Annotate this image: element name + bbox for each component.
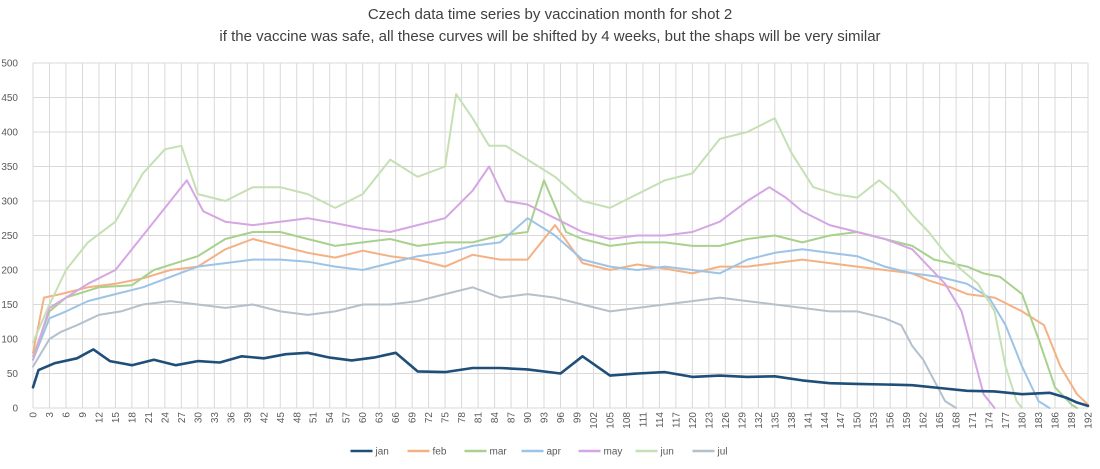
y-tick-label: 300 <box>1 197 18 208</box>
x-tick-label: 147 <box>836 412 847 429</box>
chart-title: Czech data time series by vaccination mo… <box>367 6 733 23</box>
chart-subtitle: if the vaccine was safe, all these curve… <box>219 28 881 45</box>
x-tick-label: 129 <box>737 412 748 429</box>
x-tick-label: 30 <box>193 412 204 424</box>
x-tick-label: 99 <box>572 412 583 424</box>
x-tick-label: 6 <box>61 412 72 418</box>
x-tick-label: 78 <box>457 412 468 424</box>
x-tick-label: 51 <box>309 412 320 424</box>
series-line-jun <box>32 93 1024 409</box>
legend-label-mar: mar <box>490 447 508 458</box>
y-tick-label: 0 <box>12 404 18 415</box>
y-tick-label: 500 <box>1 59 18 70</box>
grid <box>32 62 1089 409</box>
series-line-apr <box>32 217 1051 409</box>
x-tick-label: 57 <box>342 412 353 424</box>
x-tick-label: 123 <box>704 412 715 429</box>
x-tick-label: 63 <box>375 412 386 424</box>
x-tick-label: 135 <box>770 412 781 429</box>
series-line-jul <box>32 286 958 409</box>
x-tick-label: 90 <box>523 412 534 424</box>
y-tick-label: 100 <box>1 335 18 346</box>
x-tick-label: 138 <box>787 412 798 429</box>
x-tick-label: 15 <box>111 412 122 424</box>
x-tick-label: 114 <box>655 412 666 428</box>
x-tick-label: 27 <box>177 412 188 424</box>
x-tick-label: 141 <box>803 412 814 429</box>
x-tick-label: 93 <box>540 412 551 424</box>
y-tick-label: 200 <box>1 266 18 277</box>
x-tick-label: 144 <box>820 412 831 429</box>
x-tick-label: 18 <box>127 412 138 424</box>
x-tick-label: 177 <box>1001 412 1012 429</box>
x-tick-label: 45 <box>276 412 287 424</box>
x-tick-label: 84 <box>490 412 501 424</box>
x-tick-label: 189 <box>1067 412 1078 429</box>
x-tick-label: 0 <box>29 412 40 418</box>
series-line-may <box>32 165 996 409</box>
x-tick-label: 42 <box>259 412 270 424</box>
x-tick-label: 60 <box>358 412 369 424</box>
legend-label-apr: apr <box>547 447 562 458</box>
x-tick-label: 102 <box>589 412 600 429</box>
x-tick-label: 12 <box>94 412 105 424</box>
x-tick-label: 168 <box>952 412 963 429</box>
x-tick-label: 126 <box>721 412 732 429</box>
x-tick-label: 54 <box>325 412 336 424</box>
y-tick-label: 250 <box>1 231 18 242</box>
y-tick-label: 450 <box>1 93 18 104</box>
series-lines <box>31 93 1090 409</box>
x-tick-label: 96 <box>556 412 567 424</box>
y-tick-label: 150 <box>1 300 18 311</box>
x-tick-label: 72 <box>424 412 435 424</box>
series-line-mar <box>32 179 1078 409</box>
x-tick-label: 87 <box>507 412 518 424</box>
x-tick-label: 36 <box>226 412 237 424</box>
x-tick-label: 111 <box>638 412 649 428</box>
x-tick-label: 159 <box>902 412 913 429</box>
legend-label-jun: jun <box>660 447 674 458</box>
x-tick-label: 162 <box>919 412 930 429</box>
x-tick-label: 150 <box>853 412 864 429</box>
legend-label-feb: feb <box>433 447 447 458</box>
x-tick-label: 81 <box>474 412 485 424</box>
x-tick-label: 165 <box>935 412 946 429</box>
x-tick-label: 180 <box>1018 412 1029 429</box>
x-tick-label: 3 <box>45 412 56 418</box>
x-tick-label: 153 <box>869 412 880 429</box>
x-tick-label: 33 <box>210 412 221 424</box>
x-tick-label: 108 <box>622 412 633 429</box>
x-tick-label: 69 <box>408 412 419 424</box>
x-tick-label: 105 <box>605 412 616 429</box>
x-tick-label: 171 <box>968 412 979 429</box>
x-tick-label: 75 <box>441 412 452 424</box>
y-tick-label: 400 <box>1 128 18 139</box>
x-tick-label: 156 <box>886 412 897 429</box>
x-tick-label: 174 <box>985 412 996 429</box>
x-tick-label: 117 <box>671 412 682 428</box>
x-tick-label: 39 <box>243 412 254 424</box>
x-tick-label: 21 <box>144 412 155 424</box>
x-tick-label: 24 <box>160 412 171 424</box>
x-tick-label: 183 <box>1034 412 1045 429</box>
x-tick-label: 48 <box>292 412 303 424</box>
x-tick-label: 186 <box>1051 412 1062 429</box>
x-tick-label: 192 <box>1084 412 1095 429</box>
series-line-jan <box>31 348 1090 408</box>
y-tick-label: 50 <box>7 369 19 380</box>
x-tick-label: 66 <box>391 412 402 424</box>
legend-label-may: may <box>604 447 623 458</box>
legend: jan feb mar apr may jun jul <box>350 447 728 458</box>
legend-label-jan: jan <box>375 447 389 458</box>
y-tick-label: 350 <box>1 162 18 173</box>
x-tick-label: 9 <box>78 412 89 418</box>
x-tick-label: 132 <box>754 412 765 429</box>
x-tick-label: 120 <box>688 412 699 429</box>
legend-label-jul: jul <box>717 447 728 458</box>
